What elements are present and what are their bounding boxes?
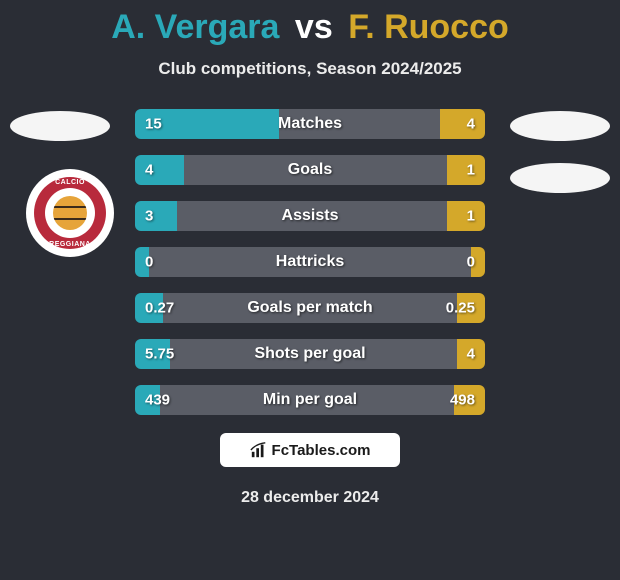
player2-club-oval-2: [510, 163, 610, 193]
bar-value-right: 498: [450, 392, 475, 409]
bar-label: Hattricks: [276, 253, 344, 271]
player1-name: A. Vergara: [111, 8, 279, 46]
bar-left-fill: [135, 201, 177, 231]
bar-label: Goals: [288, 161, 332, 179]
player2-name: F. Ruocco: [348, 8, 509, 46]
footer-logo-text: FcTables.com: [272, 442, 371, 459]
bar-chart-icon: [250, 441, 268, 459]
subtitle: Club competitions, Season 2024/2025: [0, 59, 620, 79]
bar-value-right: 0: [467, 254, 475, 271]
bar-value-right: 1: [467, 162, 475, 179]
stat-bar-row: Hattricks 0 0: [135, 247, 485, 277]
bar-label: Goals per match: [247, 299, 372, 317]
comparison-title: A. Vergara vs F. Ruocco: [0, 0, 620, 47]
bar-value-right: 1: [467, 208, 475, 225]
stat-bar-row: Goals 4 1: [135, 155, 485, 185]
footer-date: 28 december 2024: [0, 489, 620, 507]
bar-value-left: 15: [145, 116, 162, 133]
stat-bar-row: Shots per goal 5.75 4: [135, 339, 485, 369]
bar-value-left: 0: [145, 254, 153, 271]
stat-bar-row: Assists 3 1: [135, 201, 485, 231]
player1-club-badge: CALCIO REGGIANA: [26, 169, 114, 257]
bar-value-right: 0.25: [446, 300, 475, 317]
ball-icon: [53, 196, 87, 230]
bar-value-right: 4: [467, 116, 475, 133]
bar-label: Matches: [278, 115, 342, 133]
comparison-panel: CALCIO REGGIANA Matches154Goals41Assists…: [0, 109, 620, 415]
player2-club-oval-1: [510, 111, 610, 141]
bar-value-right: 4: [467, 346, 475, 363]
bar-label: Shots per goal: [254, 345, 365, 363]
bar-value-left: 4: [145, 162, 153, 179]
badge-text-bottom: REGGIANA: [49, 241, 91, 248]
player1-club-oval-1: [10, 111, 110, 141]
vs-separator: vs: [295, 8, 333, 46]
bar-label: Assists: [282, 207, 339, 225]
bar-value-left: 0.27: [145, 300, 174, 317]
bar-value-left: 439: [145, 392, 170, 409]
bar-left-fill: [135, 155, 184, 185]
stat-bar-row: Goals per match 0.27 0.25: [135, 293, 485, 323]
bar-value-left: 5.75: [145, 346, 174, 363]
stat-bars: Matches 15 4 Goals 4 1 Assists 3 1 Hattricks 0 0 Goa…: [135, 109, 485, 415]
stat-bar-row: Min per goal 439 498: [135, 385, 485, 415]
bar-value-left: 3: [145, 208, 153, 225]
bar-label: Min per goal: [263, 391, 357, 409]
footer-logo: FcTables.com: [220, 433, 400, 467]
badge-text-top: CALCIO: [55, 179, 85, 186]
stat-bar-row: Matches 15 4: [135, 109, 485, 139]
bar-right-fill: [440, 109, 486, 139]
